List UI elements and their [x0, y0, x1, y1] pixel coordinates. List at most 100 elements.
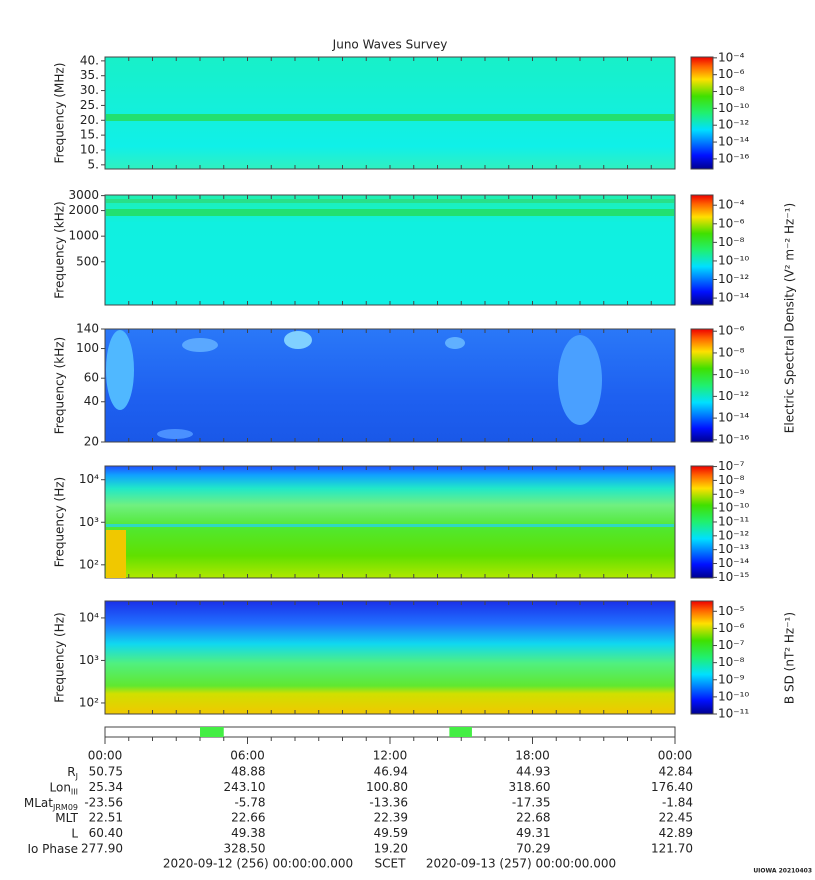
colorbar-tick-label: 10⁻¹⁴ — [718, 411, 749, 425]
x-tick-label: 12:00 — [373, 749, 408, 763]
ephemeris-value: 70.29 — [516, 842, 550, 856]
colorbar-tick-label: 10⁻⁷ — [718, 638, 745, 652]
y-tick-label: 10⁴ — [79, 610, 99, 624]
stamp: UIOWA 20210403 — [753, 868, 812, 875]
y-tick-label: 3000 — [68, 188, 99, 202]
ephemeris-value: -1.84 — [662, 795, 693, 809]
y-tick-label: 10³ — [79, 515, 99, 529]
ephemeris-value: 49.31 — [516, 826, 550, 840]
colorbar-tick-label: 10⁻⁴ — [718, 50, 745, 64]
ephemeris-label-main: L — [71, 826, 78, 840]
colorbar-frame — [690, 194, 714, 306]
x-tick-label: 06:00 — [230, 749, 265, 763]
colorbar-tick-label: 10⁻⁸ — [718, 345, 745, 359]
y-tick-label: 500 — [76, 254, 99, 268]
y-tick-label: 20 — [84, 435, 99, 449]
colorbar-tick-label: 10⁻¹⁰ — [718, 367, 749, 381]
ephemeris-value: 243.10 — [224, 780, 266, 794]
colorbar-tick-label: 10⁻¹⁶ — [718, 151, 749, 165]
ephemeris-value: 25.34 — [89, 780, 123, 794]
y-tick-label: 40. — [80, 53, 99, 67]
ephemeris-value: 42.84 — [659, 765, 693, 779]
ephemeris-label: MLT — [55, 811, 78, 825]
colorbar-tick-label: 10⁻⁶ — [718, 216, 745, 230]
y-tick-label: 10. — [80, 142, 99, 156]
ephemeris-label: MLatJRM09 — [24, 795, 78, 811]
ephemeris-value: -5.78 — [234, 795, 265, 809]
colorbar-tick-label: 10⁻⁸ — [718, 235, 745, 249]
x-tick-label: 18:00 — [515, 749, 550, 763]
x-tick-label: 00:00 — [658, 749, 693, 763]
x-tick-label: 00:00 — [88, 749, 123, 763]
colorbar-tick-label: 10⁻¹⁴ — [718, 556, 749, 570]
colorbar-tick-label: 10⁻¹⁴ — [718, 135, 749, 149]
y-tick-label: 25. — [80, 98, 99, 112]
ephemeris-value: -17.35 — [512, 795, 551, 809]
y-axis-label: Frequency (kHz) — [53, 201, 67, 298]
colorbar-tick-label: 10⁻¹⁰ — [718, 253, 749, 267]
coverage-strip — [104, 726, 676, 738]
spectrogram-features — [106, 114, 674, 578]
y-tick-label: 30. — [80, 83, 99, 97]
coverage-interval — [449, 727, 472, 737]
ephemeris-label-main: MLat — [24, 795, 53, 809]
ephemeris-label: Io Phase — [27, 842, 78, 856]
ephemeris-value: 49.38 — [231, 826, 265, 840]
colorbar-tick-label: 10⁻¹³ — [718, 542, 749, 556]
spectrogram — [105, 57, 675, 169]
ephemeris-label: LonIII — [50, 780, 79, 796]
ephemeris-label-sub: JRM09 — [52, 802, 78, 811]
spectrogram — [105, 601, 675, 714]
colorbar-frame — [690, 600, 714, 715]
title: Juno Waves Survey — [332, 38, 448, 52]
y-tick-label: 140 — [76, 322, 99, 336]
colorbar-tick-label: 10⁻¹² — [718, 389, 749, 403]
ephemeris-value: 50.75 — [89, 765, 123, 779]
colorbar-tick-label: 10⁻¹² — [718, 272, 749, 286]
ephemeris-label-main: R — [67, 765, 75, 779]
y-tick-label: 5. — [88, 157, 99, 171]
colorbar-tick-label: 10⁻⁴ — [718, 198, 745, 212]
ephemeris-value: 277.90 — [81, 842, 123, 856]
footer-end: 2020-09-13 (257) 00:00:00.000 — [426, 857, 616, 871]
ephemeris-value: 22.68 — [516, 811, 550, 825]
colorbar-tick-label: 10⁻¹⁴ — [718, 291, 749, 305]
colorbar — [691, 466, 713, 578]
colorbar-tick-label: 10⁻⁸ — [718, 655, 745, 669]
colorbar-tick-label: 10⁻¹¹ — [718, 707, 749, 721]
ephemeris-value: 318.60 — [509, 780, 551, 794]
colorbar-label: B SD (nT² Hz⁻¹) — [783, 612, 797, 704]
colorbar — [691, 57, 713, 169]
colorbar-tick-label: 10⁻¹⁵ — [718, 570, 749, 584]
footer-start: 2020-09-12 (256) 00:00:00.000 — [163, 857, 353, 871]
ephemeris-value: 22.51 — [89, 811, 123, 825]
ephemeris-label-main: MLT — [55, 811, 78, 825]
ephemeris-value: 46.94 — [374, 765, 408, 779]
ephemeris-value: 48.88 — [231, 765, 265, 779]
ephemeris-label: RJ — [67, 765, 78, 781]
ephemeris-value: 22.45 — [659, 811, 693, 825]
ephemeris-value: 121.70 — [651, 842, 693, 856]
footer-scet: SCET — [375, 857, 407, 871]
y-tick-label: 10³ — [79, 653, 99, 667]
y-tick-label: 10² — [79, 557, 99, 571]
ephemeris-label-sub: J — [75, 772, 78, 781]
colorbar-tick-label: 10⁻⁹ — [718, 487, 745, 501]
ephemeris-value: 44.93 — [516, 765, 550, 779]
colorbar-tick-label: 10⁻¹¹ — [718, 514, 749, 528]
plots: 5.10.15.20.25.30.35.40. Frequency (MHz) 10… — [24, 50, 812, 874]
ephemeris-value: -13.36 — [369, 795, 408, 809]
y-tick-label: 20. — [80, 113, 99, 127]
colorbar-frame — [690, 328, 714, 443]
colorbar-tick-label: 10⁻⁶ — [718, 67, 745, 81]
coverage-interval — [200, 727, 224, 737]
ephemeris-value: 22.39 — [374, 811, 408, 825]
ephemeris-value: 100.80 — [366, 780, 408, 794]
y-tick-label: 35. — [80, 68, 99, 82]
colorbar-tick-label: 10⁻⁸ — [718, 473, 745, 487]
colorbar-tick-label: 10⁻⁵ — [718, 604, 745, 618]
spectrogram — [105, 466, 675, 578]
y-tick-label: 10⁴ — [79, 472, 99, 486]
colorbar-tick-label: 10⁻¹⁰ — [718, 501, 749, 515]
